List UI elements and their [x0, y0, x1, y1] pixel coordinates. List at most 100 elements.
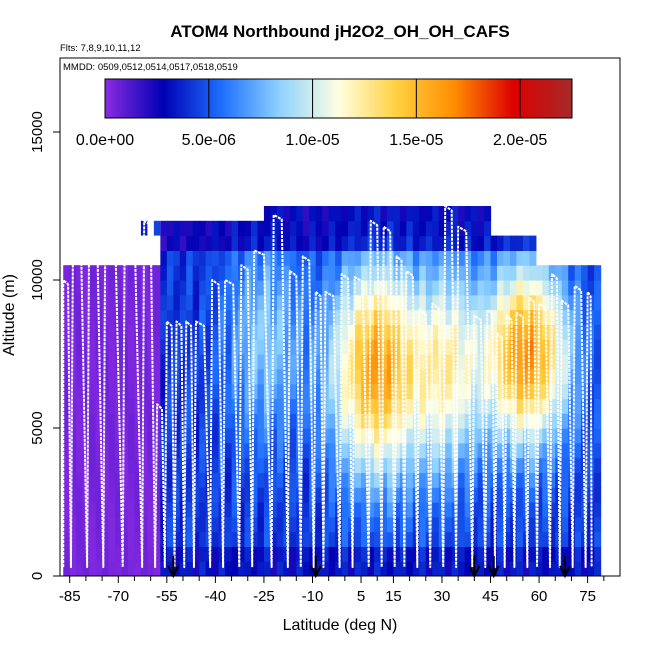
heatmap-cell — [484, 294, 492, 311]
heatmap-cell — [147, 457, 155, 473]
heatmap-cell — [399, 324, 407, 340]
heatmap-cell — [238, 220, 246, 237]
heatmap-cell — [276, 368, 284, 385]
heatmap-cell — [335, 546, 343, 562]
heatmap-cell — [594, 339, 602, 355]
heatmap-cell — [257, 265, 265, 281]
heatmap-cell — [458, 324, 466, 340]
heatmap-cell — [380, 472, 388, 488]
heatmap-cell — [445, 457, 453, 473]
heatmap-cell — [212, 442, 220, 459]
heatmap-cell — [471, 487, 479, 503]
heatmap-cell — [322, 398, 330, 414]
heatmap-cell — [496, 235, 505, 251]
heatmap-cell — [231, 516, 239, 533]
heatmap-cell — [108, 546, 116, 562]
heatmap-cell — [166, 354, 174, 370]
heatmap-cell — [153, 502, 161, 518]
heatmap-cell — [361, 383, 369, 399]
heatmap-cell — [419, 516, 427, 533]
dates-label: MMDD: 0509,0512,0514,0517,0518,0519 — [63, 62, 238, 73]
heatmap-cell — [315, 294, 323, 311]
heatmap-cell — [231, 457, 239, 473]
heatmap-cell — [458, 280, 466, 296]
heatmap-cell — [328, 457, 336, 473]
heatmap-cell — [250, 354, 259, 370]
heatmap-cell — [270, 546, 278, 562]
heatmap-cell — [302, 457, 310, 473]
heatmap-cell — [581, 442, 589, 459]
heatmap-cell — [199, 294, 207, 311]
heatmap-cell — [412, 339, 420, 355]
heatmap-cell — [542, 457, 550, 473]
heatmap-cell — [257, 413, 265, 429]
heatmap-cell — [231, 413, 239, 429]
heatmap-cell — [451, 324, 459, 340]
heatmap-cell — [283, 442, 291, 459]
heatmap-cell — [238, 398, 246, 414]
heatmap-cell — [425, 220, 433, 237]
heatmap-cell — [63, 339, 71, 355]
x-tick-label: -55 — [156, 588, 178, 605]
x-tick-label: 15 — [385, 588, 402, 605]
heatmap-cell — [399, 339, 407, 355]
heatmap-cell — [121, 368, 129, 385]
heatmap-cell — [496, 294, 505, 311]
heatmap-cell — [296, 413, 304, 429]
heatmap-cell — [367, 502, 375, 518]
heatmap-cell — [471, 250, 479, 266]
heatmap-cell — [561, 309, 569, 325]
heatmap-cell — [69, 368, 77, 385]
heatmap-cell — [263, 294, 272, 311]
heatmap-cell — [238, 368, 246, 385]
heatmap-cell — [373, 368, 382, 385]
heatmap-cell — [477, 442, 485, 459]
heatmap-cell — [432, 220, 440, 237]
heatmap-cell — [147, 354, 155, 370]
heatmap-cell — [296, 487, 304, 503]
heatmap-cell — [69, 502, 77, 518]
heatmap-cell — [445, 339, 453, 355]
heatmap-cell — [348, 413, 356, 429]
heatmap-cell — [361, 442, 369, 459]
heatmap-cell — [166, 250, 174, 266]
heatmap-cell — [225, 250, 233, 266]
heatmap-cell — [108, 457, 116, 473]
heatmap-cell — [335, 324, 343, 340]
heatmap-cell — [192, 457, 200, 473]
heatmap-cell — [289, 442, 297, 459]
heatmap-cell — [386, 546, 395, 562]
heatmap-cell — [594, 294, 602, 311]
heatmap-cell — [445, 442, 453, 459]
heatmap-cell — [315, 413, 323, 429]
heatmap-cell — [186, 280, 194, 296]
heatmap-cell — [218, 220, 226, 237]
heatmap-cell — [341, 280, 349, 296]
heatmap-cell — [263, 428, 272, 444]
heatmap-cell — [140, 472, 148, 488]
heatmap-cell — [354, 280, 362, 296]
heatmap-cell — [542, 502, 550, 518]
heatmap-cell — [218, 383, 226, 399]
heatmap-cell — [361, 531, 369, 547]
heatmap-cell — [160, 324, 168, 340]
heatmap-cell — [412, 398, 420, 414]
heatmap-cell — [205, 368, 213, 385]
heatmap-cell — [496, 368, 505, 385]
heatmap-cell — [393, 487, 401, 503]
heatmap-cell — [244, 383, 252, 399]
heatmap-cell — [95, 398, 103, 414]
heatmap-cell — [289, 250, 297, 266]
heatmap-cell — [386, 502, 395, 518]
heatmap-cell — [477, 561, 485, 576]
heatmap-cell — [244, 472, 252, 488]
heatmap-cell — [322, 413, 330, 429]
heatmap-cell — [373, 487, 382, 503]
heatmap-cell — [140, 502, 148, 518]
heatmap-cell — [341, 309, 349, 325]
heatmap-cell — [496, 413, 505, 429]
heatmap-cell — [153, 368, 161, 385]
heatmap-cell — [283, 561, 291, 576]
heatmap-cell — [186, 546, 194, 562]
heatmap-cell — [451, 235, 459, 251]
